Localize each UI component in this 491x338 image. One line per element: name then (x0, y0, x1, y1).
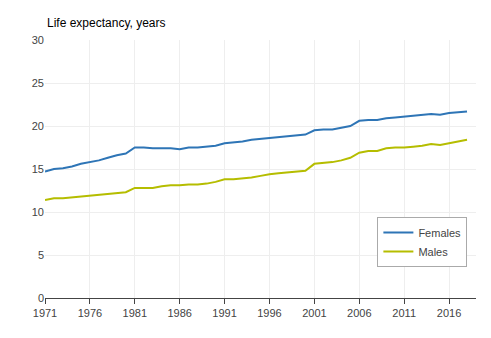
svg-text:2006: 2006 (347, 307, 371, 319)
svg-text:0: 0 (38, 292, 44, 304)
svg-text:1981: 1981 (123, 307, 147, 319)
svg-text:Life expectancy, years: Life expectancy, years (47, 16, 166, 30)
svg-text:1971: 1971 (33, 307, 57, 319)
svg-text:Males: Males (418, 246, 448, 258)
svg-text:2011: 2011 (392, 307, 416, 319)
svg-text:Females: Females (418, 227, 461, 239)
svg-text:2016: 2016 (437, 307, 461, 319)
svg-text:20: 20 (32, 120, 44, 132)
svg-text:5: 5 (38, 249, 44, 261)
svg-text:10: 10 (32, 206, 44, 218)
svg-text:1986: 1986 (167, 307, 191, 319)
svg-text:2001: 2001 (302, 307, 326, 319)
svg-text:1991: 1991 (212, 307, 236, 319)
svg-text:25: 25 (32, 77, 44, 89)
svg-text:1976: 1976 (78, 307, 102, 319)
svg-text:30: 30 (32, 34, 44, 46)
svg-text:15: 15 (32, 163, 44, 175)
svg-text:1996: 1996 (257, 307, 281, 319)
